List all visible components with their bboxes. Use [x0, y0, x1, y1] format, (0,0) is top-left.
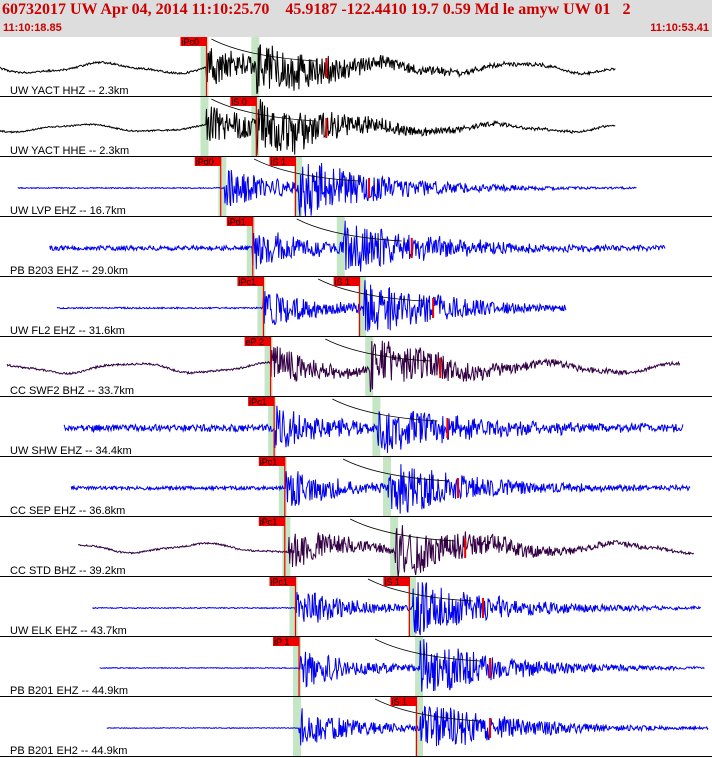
trace-row[interactable]: iS 0 UW YACT HHE -- 2.3km	[0, 97, 712, 157]
travel-time-curve	[374, 638, 481, 662]
travel-time-curve	[211, 98, 317, 122]
pick-flag[interactable]: iPc1	[237, 277, 265, 337]
pick-flag[interactable]: iPd1	[226, 217, 254, 277]
travel-time-curve	[349, 518, 456, 542]
p-pick-window	[282, 517, 291, 577]
trace-label: UW FL2 EHZ -- 31.6km	[10, 325, 125, 337]
pick-label: iS 1	[270, 157, 286, 167]
pick-label: iS 1	[384, 577, 400, 587]
travel-time-curve	[296, 218, 402, 242]
pick-flag[interactable]: eP 2	[244, 337, 272, 397]
travel-time-curve	[374, 698, 481, 722]
end-time: 11:10:53.41	[650, 22, 709, 34]
pick-label: eP 2	[246, 337, 264, 347]
trace-label: UW LVP EHZ -- 16.7km	[10, 205, 126, 217]
pick-flag[interactable]: iPc1	[248, 397, 275, 457]
p-pick-window	[293, 637, 302, 697]
pick-label: iPc1	[238, 277, 256, 287]
s-pick-window	[365, 337, 374, 397]
p-pick-window	[264, 337, 273, 397]
pick-label: iPd0	[196, 157, 214, 167]
pick-label: iPc0	[181, 37, 199, 47]
trace-label: PB B201 EHZ -- 44.9km	[10, 685, 128, 697]
trace-row[interactable]: iPc0 UW YACT HHZ -- 2.3km	[0, 37, 712, 97]
pick-flag[interactable]: iS 0	[230, 97, 257, 157]
trace-label: CC SEP EHZ -- 36.8km	[10, 505, 125, 517]
pick-flag[interactable]: iPc1	[269, 577, 297, 637]
pick-flag[interactable]: iP 1	[273, 637, 300, 697]
waveform	[77, 525, 694, 577]
trace-row[interactable]: iPc1 iS 1 UW FL2 EHZ -- 31.6km	[0, 277, 712, 337]
pick-label: iS 1	[335, 277, 351, 287]
pick-label: iP 1	[274, 637, 289, 647]
trace-row[interactable]: iP 1 PB B201 EHZ -- 44.9km	[0, 637, 712, 697]
trace-label: CC STD BHZ -- 39.2km	[10, 565, 126, 577]
waveform	[63, 405, 684, 453]
pick-flag[interactable]: iPc0	[180, 37, 208, 97]
waveform	[56, 280, 567, 332]
travel-time-curve	[253, 158, 360, 182]
trace-row[interactable]: iPd0 iS 1 UW LVP EHZ -- 16.7km	[0, 157, 712, 217]
travel-time-curve	[211, 38, 317, 62]
event-header: 60732017 UW Apr 04, 2014 11:10:25.70 45.…	[0, 0, 712, 37]
trace-label: UW YACT HHZ -- 2.3km	[10, 85, 129, 97]
trace-label: UW ELK EHZ -- 43.7km	[10, 625, 127, 637]
trace-row[interactable]: iPc1 iS 1 UW ELK EHZ -- 43.7km	[0, 577, 712, 637]
pick-flag[interactable]: iS 1	[333, 277, 361, 337]
s-pick-window	[415, 697, 424, 757]
pick-flag[interactable]: iPc1	[258, 457, 286, 517]
event-title: 60732017 UW Apr 04, 2014 11:10:25.70 45.…	[2, 1, 631, 18]
travel-time-curve	[332, 398, 438, 422]
pick-flag[interactable]: iS 1	[383, 577, 410, 637]
trace-row[interactable]: eP 2 CC SWF2 BHZ -- 33.7km	[0, 337, 712, 397]
travel-time-curve	[325, 338, 431, 362]
waveform	[0, 44, 616, 95]
travel-time-curve	[342, 458, 449, 482]
waveform	[17, 162, 637, 217]
p-pick-window	[293, 697, 302, 757]
pick-label: iPc1	[270, 577, 288, 587]
pick-label: iPc1	[260, 457, 278, 467]
pick-label: iS 1	[392, 697, 408, 707]
p-pick-window	[257, 277, 266, 337]
travel-time-curve	[317, 278, 424, 302]
trace-label: UW SHW EHZ -- 34.4km	[10, 445, 132, 457]
s-pick-window	[390, 517, 399, 577]
waveform	[70, 464, 691, 514]
trace-label: PB B203 EHZ -- 29.0km	[10, 265, 128, 277]
trace-label: PB B201 EH2 -- 44.9km	[10, 745, 127, 757]
waveform	[106, 705, 709, 747]
s-pick-window	[336, 217, 345, 277]
p-pick-window	[268, 397, 277, 457]
p-pick-window	[218, 157, 227, 217]
waveform	[92, 582, 702, 636]
waveform	[49, 220, 666, 272]
pick-label: iPc1	[249, 397, 267, 407]
pick-label: iPc1	[260, 517, 278, 527]
trace-row[interactable]: iPc1 CC STD BHZ -- 39.2km	[0, 517, 712, 577]
trace-row[interactable]: iPd1 PB B203 EHZ -- 29.0km	[0, 217, 712, 277]
waveform	[6, 340, 681, 392]
pick-flag[interactable]: iPd0	[194, 157, 222, 217]
pick-flag[interactable]: iS 1	[390, 697, 418, 757]
trace-label: CC SWF2 BHZ -- 33.7km	[10, 385, 134, 397]
pick-label: iPd1	[228, 217, 246, 227]
seismogram-panel[interactable]: iPc0 UW YACT HHZ -- 2.3km iS 0 UW YACT HHE …	[0, 37, 712, 758]
travel-time-curve	[367, 578, 473, 602]
s-pick-window	[251, 97, 260, 157]
trace-label: UW YACT HHE -- 2.3km	[10, 145, 129, 157]
pick-label: iS 0	[231, 97, 247, 107]
p-pick-window	[289, 577, 298, 637]
p-pick-window	[200, 97, 209, 157]
trace-row[interactable]: iPc1 UW SHW EHZ -- 34.4km	[0, 397, 712, 457]
waveform	[99, 639, 705, 692]
start-time: 11:10:18.85	[3, 22, 62, 34]
waveform	[0, 99, 616, 156]
trace-row[interactable]: iPc1 CC SEP EHZ -- 36.8km	[0, 457, 712, 517]
pick-flag[interactable]: iPc1	[258, 517, 286, 577]
pick-flag[interactable]: iS 1	[269, 157, 297, 217]
trace-row[interactable]: iS 1 PB B201 EH2 -- 44.9km	[0, 697, 712, 757]
